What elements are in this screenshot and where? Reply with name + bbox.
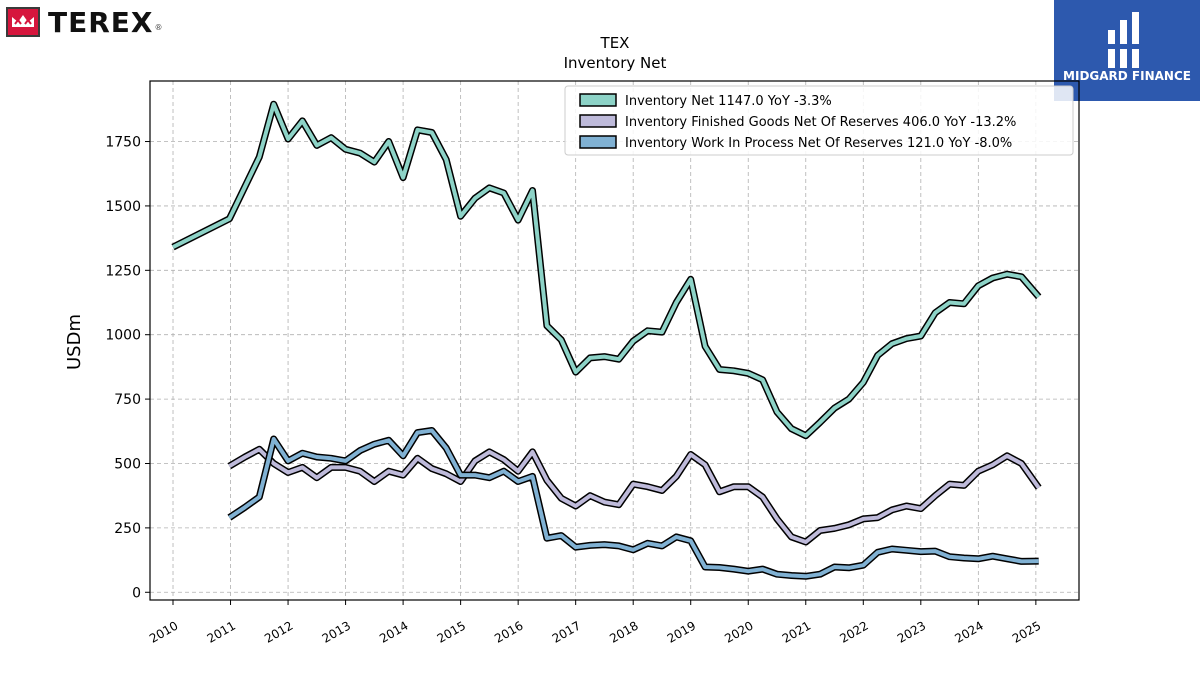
midgard-logo-icon [1106, 12, 1142, 68]
x-tick-label: 2014 [377, 618, 410, 645]
y-tick-label: 500 [114, 456, 141, 472]
x-tick-label: 2023 [895, 618, 928, 645]
terex-logo: TEREX ® [6, 5, 163, 39]
x-tick-label: 2012 [262, 618, 295, 645]
chart-title: TEX [600, 34, 630, 52]
x-tick-label: 2011 [205, 618, 238, 645]
x-tick-label: 2021 [780, 618, 813, 645]
y-axis-label: USDm [64, 314, 85, 370]
series-line-0 [172, 102, 1041, 438]
logo-registered-mark: ® [154, 23, 163, 32]
grid [150, 81, 1079, 600]
series-lines [171, 100, 1042, 580]
x-tick-label: 2013 [320, 618, 353, 645]
legend: Inventory Net 1147.0 YoY -3.3% Inventory … [564, 85, 1074, 156]
axis-ticks: 0 250 500 750 1000 1250 1500 1750 2010 2011 2012 20… [105, 135, 1043, 646]
x-tick-label: 2025 [1010, 618, 1043, 645]
y-tick-label: 1500 [105, 199, 141, 215]
y-tick-label: 1000 [105, 328, 141, 344]
series-outline-2 [227, 427, 1039, 580]
midgard-finance-badge: MIDGARD FINANCE [1054, 0, 1200, 101]
x-tick-label: 2010 [147, 618, 180, 645]
legend-label-0: Inventory Net 1147.0 YoY -3.3% [625, 94, 832, 109]
x-tick-label: 2019 [665, 618, 698, 645]
series-line-2 [228, 428, 1039, 579]
x-tick-label: 2024 [952, 618, 985, 645]
y-tick-label: 1250 [105, 263, 141, 279]
y-tick-label: 750 [114, 392, 141, 408]
badge-text: MIDGARD FINANCE [1063, 69, 1191, 83]
x-tick-label: 2020 [722, 618, 755, 645]
legend-label-2: Inventory Work In Process Net Of Reserve… [625, 136, 1012, 151]
legend-swatch-1 [579, 114, 617, 128]
x-tick-label: 2016 [492, 618, 525, 645]
legend-label-1: Inventory Finished Goods Net Of Reserves… [625, 115, 1016, 130]
y-tick-label: 0 [132, 585, 141, 601]
logo-text: TEREX [48, 5, 154, 39]
legend-box [564, 85, 1074, 156]
legend-swatch-2 [579, 135, 617, 149]
terex-crown-icon [6, 7, 40, 37]
y-tick-label: 250 [114, 521, 141, 537]
chart-subtitle: Inventory Net [564, 54, 667, 72]
y-tick-label: 1750 [105, 135, 141, 151]
x-tick-label: 2015 [435, 618, 468, 645]
plot-frame [149, 80, 1080, 601]
x-tick-label: 2018 [607, 618, 640, 645]
series-line-1 [228, 447, 1041, 544]
x-tick-label: 2022 [837, 618, 870, 645]
legend-swatch-0 [579, 93, 617, 107]
x-tick-label: 2017 [550, 618, 583, 645]
